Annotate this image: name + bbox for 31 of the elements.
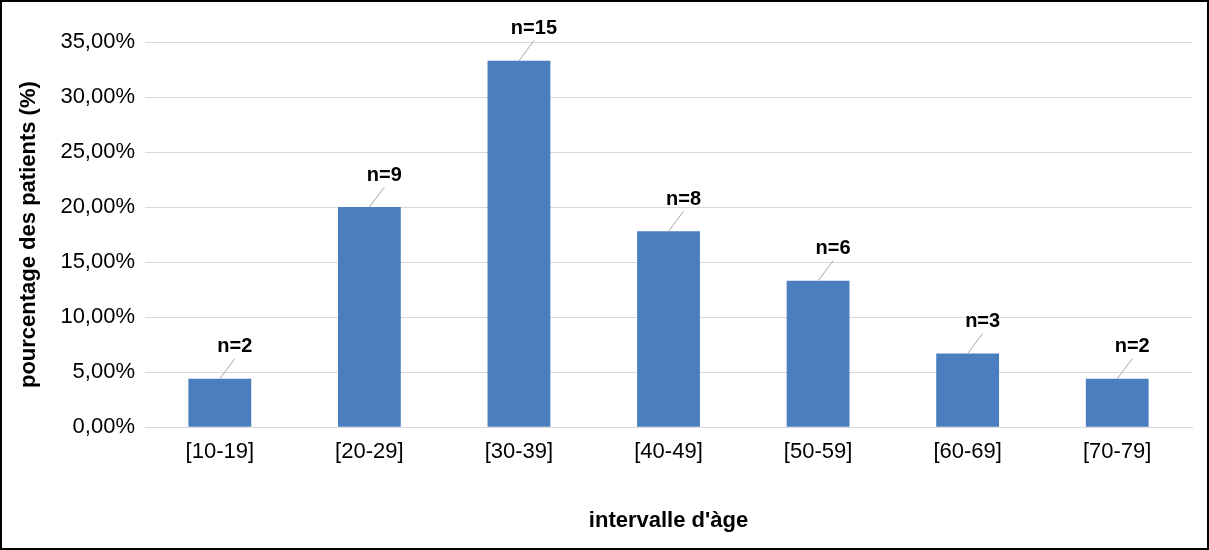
x-tick-label: [40-49] [634, 438, 703, 464]
bar [637, 231, 700, 427]
x-tick-label: [20-29] [335, 438, 404, 464]
x-tick-label: [60-69] [933, 438, 1002, 464]
annotation: n=3 [965, 308, 1001, 331]
bar [487, 60, 551, 427]
annotation: n=8 [665, 186, 702, 209]
annotation: n=9 [366, 162, 402, 185]
y-tick-label: 20,00% [60, 193, 136, 219]
annotation: n=6 [815, 236, 851, 259]
y-axis-title: pourcentage des patients (%) [15, 81, 41, 389]
y-tick-label: 0,00% [72, 413, 136, 439]
y-tick-label: 35,00% [60, 28, 136, 54]
bar [1085, 378, 1149, 427]
x-axis-title: intervalle d'àge [588, 506, 749, 532]
y-tick-label: 30,00% [60, 83, 136, 109]
y-tick-label: 10,00% [60, 303, 136, 329]
bar [786, 280, 850, 427]
bar [936, 353, 1000, 427]
y-tick-label: 25,00% [60, 138, 136, 164]
x-tick-label: [30-39] [484, 438, 554, 464]
y-tick-label: 5,00% [72, 358, 136, 384]
bar [337, 207, 401, 427]
y-tick-label: 15,00% [60, 248, 136, 274]
x-tick-label: [50-59] [783, 438, 853, 464]
x-tick-label: [70-79] [1082, 438, 1152, 464]
bar [188, 378, 252, 427]
x-tick-label: [10-19] [185, 438, 255, 464]
annotation: n=2 [1114, 334, 1150, 357]
annotation: n=2 [217, 334, 253, 357]
annotation: n=15 [510, 16, 558, 39]
